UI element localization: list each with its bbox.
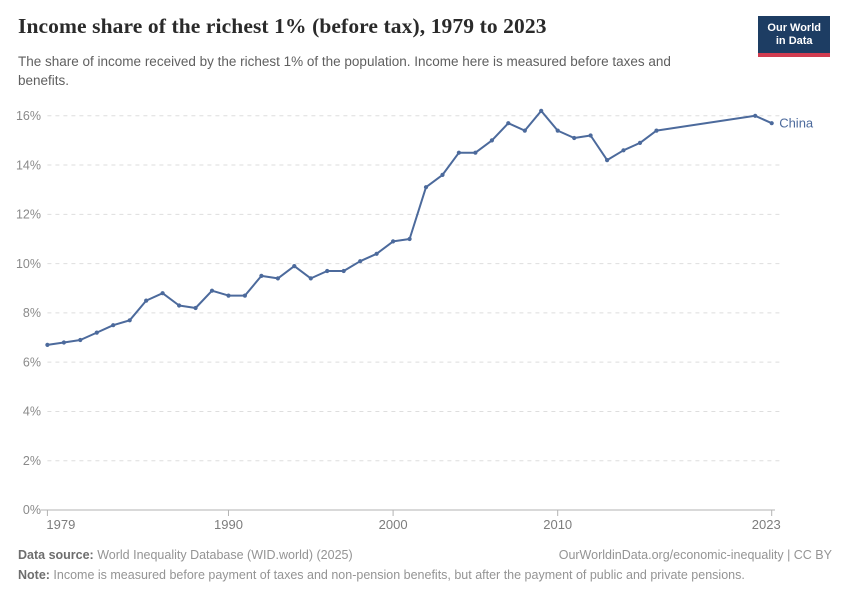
- data-point: [539, 108, 544, 113]
- data-source-value: World Inequality Database (WID.world) (2…: [93, 548, 353, 562]
- data-point: [259, 273, 264, 278]
- data-point: [177, 303, 182, 308]
- data-point: [506, 121, 511, 126]
- page-title: Income share of the richest 1% (before t…: [18, 14, 547, 38]
- owid-logo-line2: in Data: [775, 35, 813, 47]
- data-point: [325, 268, 330, 274]
- data-point: [407, 236, 412, 242]
- data-point: [45, 342, 50, 347]
- y-axis-tick-label: 4%: [23, 405, 41, 419]
- data-point: [358, 259, 363, 264]
- data-point: [275, 276, 280, 281]
- owid-logo: Our World in Data: [758, 16, 830, 57]
- y-axis-tick-label: 10%: [16, 257, 41, 271]
- data-point: [341, 268, 346, 274]
- data-point: [226, 293, 231, 298]
- owid-logo-line1: Our World: [767, 22, 821, 34]
- data-point: [654, 128, 659, 133]
- data-point: [242, 293, 247, 298]
- y-axis-tick-label: 0%: [23, 503, 41, 517]
- data-point: [209, 288, 215, 293]
- data-point: [292, 264, 297, 269]
- data-point: [522, 128, 527, 133]
- data-point: [94, 330, 99, 335]
- data-point: [78, 337, 83, 343]
- x-axis-tick-label: 2000: [379, 517, 408, 532]
- data-point: [440, 172, 445, 177]
- y-axis-tick-label: 8%: [23, 306, 41, 320]
- x-axis-tick-label: 1979: [46, 517, 75, 532]
- data-point: [753, 113, 758, 118]
- y-axis-tick-label: 12%: [16, 208, 41, 222]
- chart-note-line: Note: Income is measured before payment …: [18, 565, 832, 585]
- series-end-label: China: [779, 116, 814, 131]
- series-line: [46, 109, 773, 346]
- chart-footer: Data source: World Inequality Database (…: [18, 545, 832, 585]
- y-axis-tick-label: 6%: [23, 355, 41, 369]
- data-point: [374, 251, 379, 256]
- data-point: [456, 150, 461, 155]
- y-axis-tick-label: 14%: [16, 158, 41, 172]
- data-point: [588, 133, 593, 138]
- data-point: [423, 185, 429, 190]
- data-source-label: Data source:: [18, 548, 94, 562]
- note-label: Note:: [18, 568, 50, 582]
- data-point: [144, 298, 149, 303]
- data-point: [111, 323, 116, 328]
- owid-url-link[interactable]: OurWorldinData.org/economic-inequality |…: [558, 548, 832, 562]
- x-axis-tick-label: 1990: [214, 517, 243, 532]
- x-axis-tick-label: 2023: [752, 517, 781, 532]
- data-point: [769, 121, 774, 126]
- data-point: [572, 135, 577, 141]
- data-point: [127, 318, 132, 323]
- data-point: [489, 138, 494, 143]
- data-point: [605, 158, 610, 163]
- note-value: Income is measured before payment of tax…: [49, 568, 745, 582]
- data-point: [621, 148, 626, 153]
- data-point: [391, 239, 396, 244]
- y-axis-tick-label: 16%: [16, 109, 41, 123]
- data-point: [160, 291, 165, 296]
- data-point: [308, 276, 313, 281]
- x-axis-tick-label: 2010: [543, 517, 572, 532]
- data-source-line: Data source: World Inequality Database (…: [18, 545, 353, 565]
- data-point: [637, 140, 643, 145]
- data-point: [555, 128, 560, 133]
- y-axis-tick-label: 2%: [23, 454, 41, 468]
- data-point: [473, 150, 478, 155]
- data-point: [193, 305, 198, 311]
- chart-subtitle: The share of income received by the rich…: [18, 54, 671, 89]
- data-point: [61, 340, 66, 345]
